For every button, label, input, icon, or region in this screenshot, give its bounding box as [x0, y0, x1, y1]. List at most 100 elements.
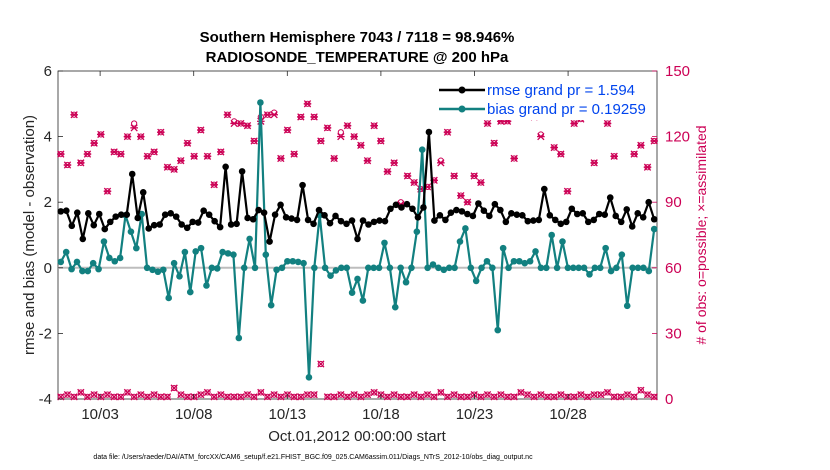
possible-count-marker-low — [551, 393, 558, 400]
bias-point — [84, 267, 92, 275]
chart-title: Southern Hemisphere 7043 / 7118 = 98.946… — [200, 29, 515, 66]
assimilated-count-marker-low — [543, 393, 552, 401]
rmse-point — [90, 221, 98, 229]
bias-point — [516, 257, 523, 265]
bias-point — [559, 238, 566, 245]
assimilated-count-marker — [310, 113, 318, 121]
assimilated-count-marker — [297, 113, 305, 121]
bias-point — [186, 288, 194, 296]
bias-point — [359, 297, 367, 304]
assimilated-count-marker-low — [450, 390, 458, 399]
possible-count-marker-low — [424, 391, 431, 398]
bias-point — [305, 374, 313, 381]
rmse-point — [557, 220, 565, 228]
assimilated-count-marker-low — [103, 390, 112, 399]
rmse-point — [134, 214, 142, 222]
bias-point — [311, 264, 318, 272]
bias-point — [391, 303, 399, 311]
assimilated-count-marker-low — [150, 390, 158, 399]
bias-point — [278, 264, 286, 272]
x-tick-label: 10/23 — [456, 406, 494, 423]
possible-count-marker-low — [364, 391, 371, 398]
possible-count-marker-low — [317, 360, 324, 368]
assimilated-count-marker-low — [143, 393, 152, 401]
bias-point — [418, 146, 426, 154]
rmse-point — [282, 213, 290, 221]
assimilated-count-marker-low — [437, 388, 445, 397]
bias-point — [494, 326, 502, 334]
assimilated-count-marker-low — [117, 393, 125, 401]
plot-area — [57, 70, 658, 400]
assimilated-count-marker — [137, 132, 145, 141]
rmse-point — [326, 219, 334, 227]
rmse-point — [359, 217, 367, 224]
bias-point — [246, 235, 253, 243]
assimilated-count-marker-low — [250, 393, 258, 401]
rmse-point — [84, 210, 92, 217]
assimilated-count-marker — [590, 159, 598, 167]
legend-box — [438, 78, 654, 120]
possible-count-marker-low — [484, 391, 491, 398]
assimilated-count-marker-low — [110, 393, 118, 401]
rmse-point — [381, 217, 389, 225]
legend-rmse-marker — [458, 86, 466, 94]
assimilated-count-marker — [117, 150, 125, 158]
assimilated-count-marker — [157, 128, 165, 136]
assimilated-count-marker-low — [630, 393, 638, 401]
assimilated-count-marker — [210, 181, 218, 189]
bias-point — [106, 254, 113, 262]
assimilated-count-marker-low — [70, 393, 78, 401]
assimilated-count-marker-low — [343, 393, 352, 401]
possible-count-marker-low — [557, 391, 564, 398]
bias-point — [338, 264, 345, 272]
y-axis-label-right: # of obs: o=possible; ×=assimilated — [693, 125, 709, 344]
assimilated-count-marker-low — [577, 390, 585, 399]
assimilated-count-marker-low — [177, 390, 185, 399]
rmse-point — [398, 204, 405, 211]
bias-point — [456, 238, 464, 245]
bias-point — [402, 278, 410, 286]
rmse-point — [189, 218, 196, 226]
assimilated-count-marker — [463, 198, 472, 206]
rmse-point — [304, 216, 312, 224]
assimilated-count-marker — [483, 119, 492, 128]
assimilated-count-marker-low — [277, 393, 285, 401]
assimilated-count-marker-low — [223, 393, 232, 401]
rmse-point — [579, 210, 587, 217]
possible-count-marker-low — [651, 393, 658, 400]
possible-count-marker-low — [457, 393, 464, 400]
assimilated-count-marker — [70, 111, 78, 119]
bias-point — [332, 267, 340, 274]
rmse-point — [623, 206, 631, 213]
assimilated-count-marker-low — [443, 393, 452, 401]
possible-count-marker-low — [451, 391, 458, 398]
bias-point — [192, 248, 199, 255]
y-tick-label-left: -4 — [39, 391, 52, 408]
assimilated-count-marker — [477, 178, 485, 187]
possible-count-marker-low — [177, 391, 184, 398]
bias-point — [591, 264, 599, 272]
bias-point — [526, 257, 534, 265]
bias-point — [267, 301, 275, 309]
rmse-point — [106, 218, 114, 226]
possible-count-marker-low — [171, 384, 178, 392]
possible-count-marker-low — [264, 393, 271, 400]
bias-point — [435, 264, 442, 272]
rmse-point — [469, 212, 477, 220]
assimilated-count-marker — [110, 148, 118, 156]
assimilated-count-marker — [277, 154, 285, 163]
bias-point — [111, 257, 119, 265]
assimilated-count-marker-low — [217, 390, 225, 399]
possible-count-marker-low — [211, 393, 218, 400]
bias-point — [160, 266, 167, 274]
assimilated-count-marker-low — [590, 390, 598, 399]
assimilated-count-marker — [143, 152, 152, 160]
rmse-point — [535, 216, 543, 224]
possible-count-marker-low — [271, 391, 278, 398]
possible-count-marker-low — [57, 393, 64, 400]
assimilated-count-marker — [537, 132, 545, 141]
rmse-point — [365, 221, 372, 228]
rmse-point — [233, 220, 240, 228]
possible-count-marker-low — [344, 393, 351, 400]
bias-point — [548, 231, 555, 239]
